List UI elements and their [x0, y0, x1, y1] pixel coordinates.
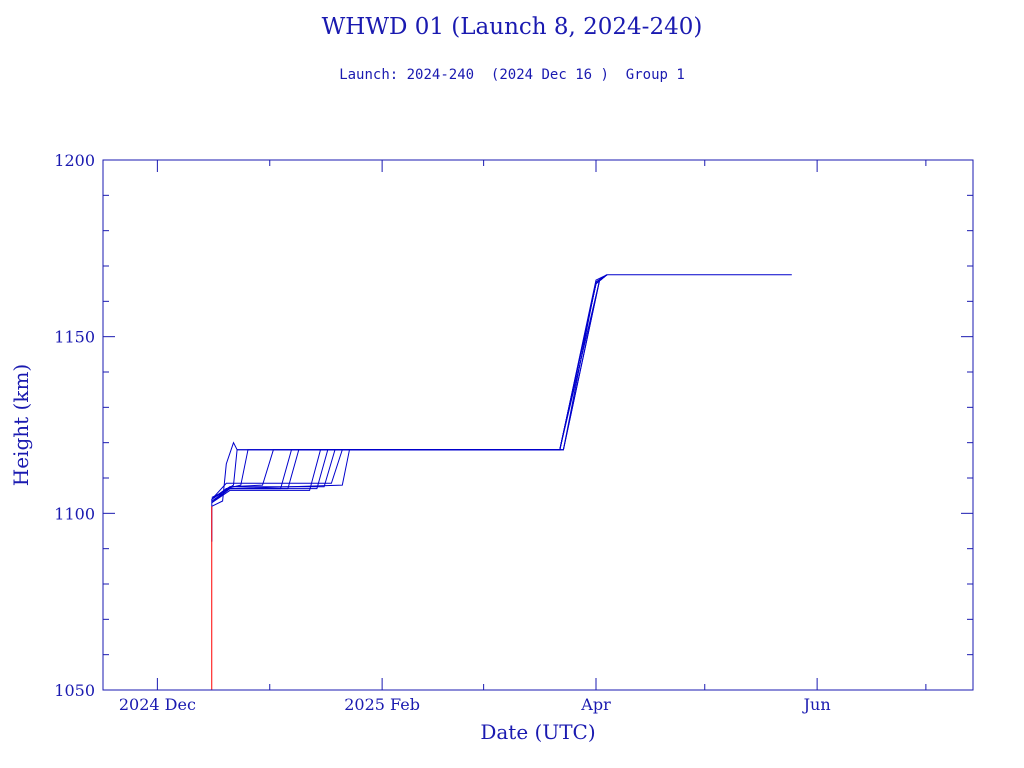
chart-title: WHWD 01 (Launch 8, 2024-240) [321, 14, 703, 40]
y-tick-label: 1200 [54, 151, 95, 170]
y-axis-label: Height (km) [9, 364, 33, 486]
x-tick-label: 2024 Dec [119, 695, 196, 714]
y-tick-label: 1150 [54, 328, 95, 347]
series-layer [211, 274, 792, 542]
y-tick-label: 1050 [54, 681, 95, 700]
plot-frame [102, 159, 974, 691]
x-tick-label: 2025 Feb [344, 695, 420, 714]
tick-layer [103, 159, 973, 691]
x-axis-label: Date (UTC) [480, 720, 595, 744]
series-line [211, 274, 608, 507]
chart-subtitle: Launch: 2024-240 (2024 Dec 16 ) Group 1 [339, 67, 685, 83]
series-line [211, 274, 608, 498]
y-tick-label: 1100 [54, 504, 95, 523]
series-line [211, 274, 608, 504]
series-line [211, 274, 608, 504]
series-line [211, 274, 608, 500]
series-line [211, 274, 608, 500]
tick-label-layer: 1050 1100 1150 1200 2024 Dec 2025 Feb Apr Jun [54, 151, 830, 714]
x-tick-label: Jun [802, 695, 831, 714]
series-line [211, 274, 608, 504]
series-line [211, 274, 608, 500]
series-line [211, 274, 792, 542]
series-line [211, 274, 608, 502]
x-tick-label: Apr [580, 695, 611, 714]
series-line [211, 274, 608, 500]
